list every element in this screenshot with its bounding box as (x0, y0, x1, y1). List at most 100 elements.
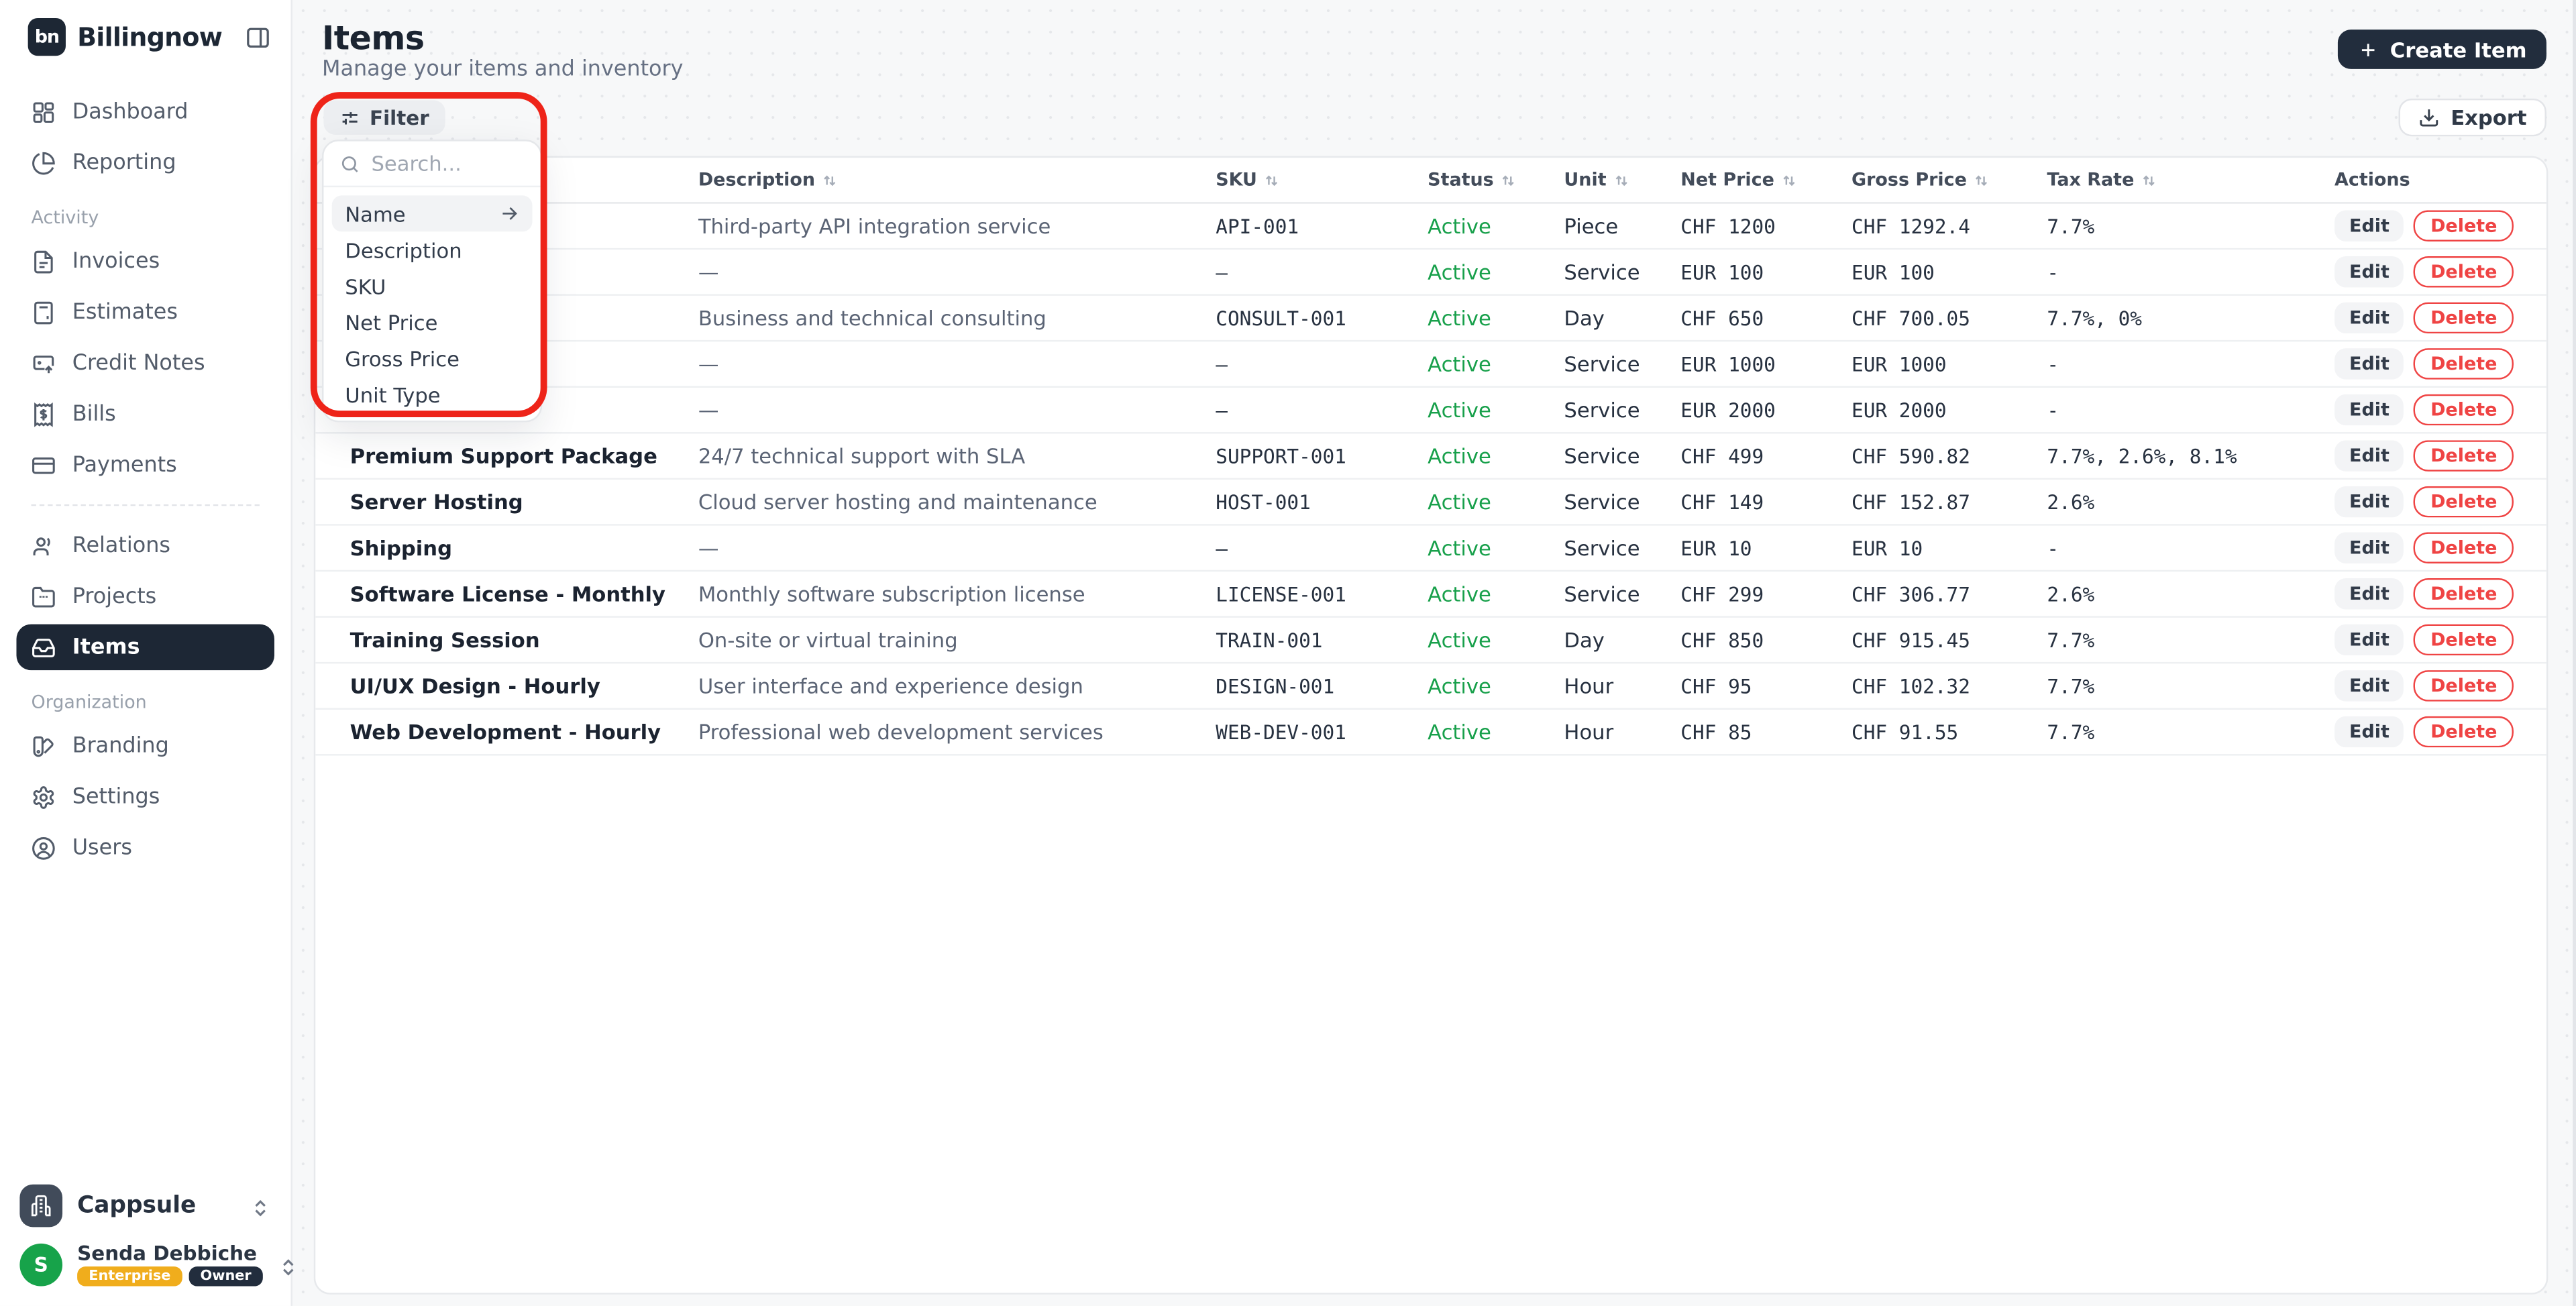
edit-button[interactable]: Edit (2334, 302, 2404, 334)
building-icon (31, 1194, 51, 1216)
delete-button[interactable]: Delete (2414, 394, 2514, 426)
sidebar-item-label: Credit Notes (72, 350, 205, 376)
item-description-cell: Cloud server hosting and maintenance (698, 489, 1097, 514)
sort-icon (2143, 174, 2155, 186)
item-unit-cell: Service (1564, 443, 1640, 468)
edit-button[interactable]: Edit (2334, 624, 2404, 656)
sidebar-item-payments[interactable]: Payments (16, 442, 274, 488)
item-tax-rate-cell: 2.6% (2047, 582, 2095, 606)
sidebar-item-credit-notes[interactable]: Credit Notes (16, 340, 274, 386)
sidebar-item-dashboard[interactable]: Dashboard (16, 89, 274, 135)
sidebar-item-bills[interactable]: Bills (16, 391, 274, 437)
page-subtitle: Manage your items and inventory (322, 57, 684, 83)
sidebar: bn Billingnow Dashboard Reporting Activi… (0, 0, 294, 1306)
column-header-gross-price[interactable]: Gross Price (1851, 169, 2047, 191)
item-sku-cell: HOST-001 (1216, 490, 1311, 514)
column-header-unit[interactable]: Unit (1564, 169, 1680, 191)
filter-option-label: Unit Type (345, 382, 441, 407)
column-header-description[interactable]: Description (698, 169, 1216, 191)
item-tax-rate-cell: - (2047, 260, 2059, 284)
sidebar-item-label: Relations (72, 533, 170, 558)
column-header-label: Gross Price (1851, 169, 1967, 191)
delete-button[interactable]: Delete (2414, 716, 2514, 748)
edit-button[interactable]: Edit (2334, 716, 2404, 748)
sidebar-collapse-icon[interactable] (245, 24, 271, 50)
sidebar-item-relations[interactable]: Relations (16, 523, 274, 569)
delete-button[interactable]: Delete (2414, 302, 2514, 334)
column-header-tax-rate[interactable]: Tax Rate (2047, 169, 2334, 191)
edit-button[interactable]: Edit (2334, 210, 2404, 242)
item-actions-cell: Edit Delete (2334, 578, 2546, 610)
item-sku-cell: API-001 (1216, 214, 1299, 237)
item-net-price-cell: EUR 2000 (1680, 398, 1776, 422)
item-actions-cell: Edit Delete (2334, 210, 2546, 242)
filter-button[interactable]: Filter (323, 100, 446, 135)
column-header-label: Status (1428, 169, 1494, 191)
table-row: Shipping — – Active Service EUR 10 EUR 10 - Edit… (315, 526, 2546, 572)
table-row: Premium Support Package 24/7 technical su… (315, 434, 2546, 480)
sidebar-item-label: Bills (72, 401, 116, 427)
dropdown-search-input[interactable] (371, 151, 525, 176)
delete-button[interactable]: Delete (2414, 532, 2514, 564)
item-status-cell: Active (1428, 581, 1491, 606)
item-actions-cell: Edit Delete (2334, 486, 2546, 518)
filter-option-description[interactable]: Description (332, 231, 533, 268)
delete-button[interactable]: Delete (2414, 486, 2514, 518)
delete-button[interactable]: Delete (2414, 210, 2514, 242)
arrow-right-icon (502, 207, 517, 220)
item-sku-cell: SUPPORT-001 (1216, 444, 1346, 468)
edit-button[interactable]: Edit (2334, 394, 2404, 426)
filter-option-sku[interactable]: SKU (332, 268, 533, 304)
edit-button[interactable]: Edit (2334, 532, 2404, 564)
edit-button[interactable]: Edit (2334, 440, 2404, 472)
delete-button[interactable]: Delete (2414, 624, 2514, 656)
user-menu[interactable]: S Senda Debbiche Enterprise Owner (19, 1243, 294, 1287)
column-header-actions: Actions (2334, 169, 2546, 191)
pie-chart-icon (32, 151, 55, 174)
workspace-selector[interactable]: Cappsule (19, 1183, 271, 1227)
edit-button[interactable]: Edit (2334, 348, 2404, 380)
delete-button[interactable]: Delete (2414, 440, 2514, 472)
export-button[interactable]: Export (2398, 98, 2546, 137)
item-status-cell: Active (1428, 719, 1491, 745)
item-status-cell: Active (1428, 259, 1491, 284)
table-row: Server Hosting Cloud server hosting and m… (315, 480, 2546, 526)
edit-button[interactable]: Edit (2334, 486, 2404, 518)
item-gross-price-cell: CHF 91.55 (1851, 720, 1959, 744)
column-header-net-price[interactable]: Net Price (1680, 169, 1851, 191)
edit-button[interactable]: Edit (2334, 578, 2404, 610)
users-icon (33, 537, 50, 555)
sidebar-item-invoices[interactable]: Invoices (16, 238, 274, 284)
filter-option-name[interactable]: Name (331, 195, 533, 232)
delete-button[interactable]: Delete (2414, 670, 2514, 702)
edit-button[interactable]: Edit (2334, 670, 2404, 702)
sidebar-item-items[interactable]: Items (16, 624, 274, 671)
plus-icon (2361, 43, 2375, 56)
workspace-icon (19, 1183, 63, 1227)
delete-button[interactable]: Delete (2414, 578, 2514, 610)
sidebar-item-branding[interactable]: Branding (16, 723, 274, 769)
sidebar-item-projects[interactable]: Projects (16, 574, 274, 620)
sidebar-item-users[interactable]: Users (16, 824, 274, 871)
column-header-status[interactable]: Status (1428, 169, 1564, 191)
column-header-sku[interactable]: SKU (1216, 169, 1428, 191)
sidebar-item-estimates[interactable]: Estimates (16, 289, 274, 335)
filter-option-label: Description (345, 237, 462, 262)
main-content: Items Manage your items and inventory Cr… (292, 0, 2576, 1306)
sidebar-item-reporting[interactable]: Reporting (16, 140, 274, 186)
item-sku-cell: – (1216, 260, 1228, 284)
sidebar-item-settings[interactable]: Settings (16, 773, 274, 820)
item-actions-cell: Edit Delete (2334, 716, 2546, 748)
item-sku-cell: WEB-DEV-001 (1216, 720, 1346, 744)
filter-option-gross-price[interactable]: Gross Price (332, 340, 533, 376)
filter-option-unit-type[interactable]: Unit Type (332, 376, 533, 413)
delete-button[interactable]: Delete (2414, 348, 2514, 380)
table-row: Software License - Monthly Monthly softwa… (315, 572, 2546, 618)
credit-card-icon (32, 456, 55, 474)
item-gross-price-cell: CHF 915.45 (1851, 628, 1970, 652)
sort-icon (824, 174, 836, 186)
filter-option-net-price[interactable]: Net Price (332, 304, 533, 340)
delete-button[interactable]: Delete (2414, 256, 2514, 288)
create-item-button[interactable]: Create Item (2337, 30, 2546, 69)
edit-button[interactable]: Edit (2334, 256, 2404, 288)
